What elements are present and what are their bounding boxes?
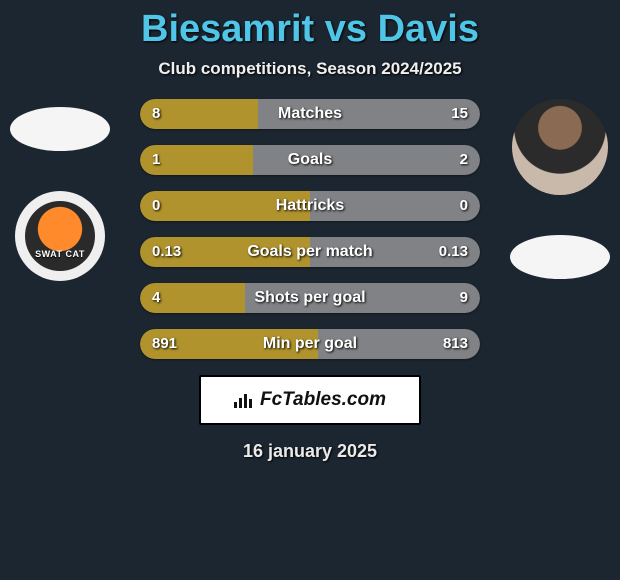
stat-value-left: 4 <box>152 283 160 313</box>
comparison-subtitle: Club competitions, Season 2024/2025 <box>0 59 620 79</box>
stat-value-left: 0.13 <box>152 237 181 267</box>
stat-bar-row: 815Matches <box>140 99 480 129</box>
left-club-badge: SWAT CAT <box>15 191 105 281</box>
stat-bar-right-fill <box>258 99 480 129</box>
right-player-avatar <box>512 99 608 195</box>
stat-bar-left-fill <box>140 191 310 221</box>
stat-bars: 815Matches12Goals00Hattricks0.130.13Goal… <box>140 99 480 359</box>
left-player-avatar-placeholder <box>10 107 110 151</box>
stat-bar-row: 891813Min per goal <box>140 329 480 359</box>
stat-value-left: 1 <box>152 145 160 175</box>
stat-value-right: 0 <box>460 191 468 221</box>
footer-brand-text: FcTables.com <box>260 389 386 411</box>
comparison-title: Biesamrit vs Davis <box>0 8 620 51</box>
stat-value-right: 0.13 <box>439 237 468 267</box>
stat-bar-row: 12Goals <box>140 145 480 175</box>
stat-bar-right-fill <box>245 283 480 313</box>
stat-bar-row: 00Hattricks <box>140 191 480 221</box>
stat-value-right: 813 <box>443 329 468 359</box>
footer-brand-icon <box>234 392 254 408</box>
stat-bar-row: 0.130.13Goals per match <box>140 237 480 267</box>
left-club-badge-inner: SWAT CAT <box>25 201 95 271</box>
right-club-badge-placeholder <box>510 235 610 279</box>
stat-bar-right-fill <box>310 191 480 221</box>
right-player-column <box>500 99 620 279</box>
comparison-content: SWAT CAT 815Matches12Goals00Hattricks0.1… <box>0 99 620 359</box>
left-club-badge-text: SWAT CAT <box>35 249 85 259</box>
footer-date: 16 january 2025 <box>0 441 620 462</box>
stat-bar-right-fill <box>253 145 480 175</box>
stat-value-left: 0 <box>152 191 160 221</box>
footer-brand-badge: FcTables.com <box>199 375 421 425</box>
stat-value-left: 8 <box>152 99 160 129</box>
stat-value-right: 2 <box>460 145 468 175</box>
left-player-column: SWAT CAT <box>0 99 120 281</box>
stat-value-right: 9 <box>460 283 468 313</box>
stat-bar-row: 49Shots per goal <box>140 283 480 313</box>
stat-value-left: 891 <box>152 329 177 359</box>
stat-value-right: 15 <box>451 99 468 129</box>
